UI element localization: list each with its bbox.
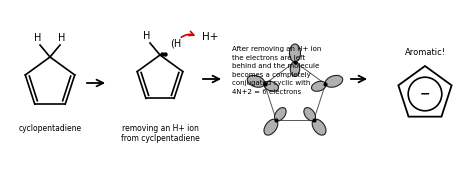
Ellipse shape (311, 81, 326, 91)
Text: −: − (420, 87, 430, 100)
Ellipse shape (274, 108, 286, 121)
Text: Aromatic!: Aromatic! (404, 48, 446, 57)
Ellipse shape (304, 108, 316, 121)
Ellipse shape (290, 61, 300, 77)
Ellipse shape (290, 44, 301, 62)
Text: cyclopentadiene: cyclopentadiene (18, 124, 82, 133)
Text: H+: H+ (202, 32, 219, 42)
FancyArrowPatch shape (181, 31, 194, 37)
Circle shape (408, 77, 442, 111)
Text: (H: (H (170, 38, 181, 48)
Polygon shape (398, 66, 452, 117)
Ellipse shape (247, 75, 265, 87)
Ellipse shape (264, 119, 278, 135)
Ellipse shape (312, 119, 326, 135)
Text: H: H (58, 33, 66, 43)
Text: H: H (34, 33, 42, 43)
Text: After removing an H+ ion
the electrons are left
behind and the molecule
becomes : After removing an H+ ion the electrons a… (232, 46, 321, 95)
Text: removing an H+ ion
from cyclpentadiene: removing an H+ ion from cyclpentadiene (120, 124, 200, 143)
Ellipse shape (325, 75, 343, 87)
Ellipse shape (264, 81, 279, 91)
Text: H: H (143, 31, 151, 41)
